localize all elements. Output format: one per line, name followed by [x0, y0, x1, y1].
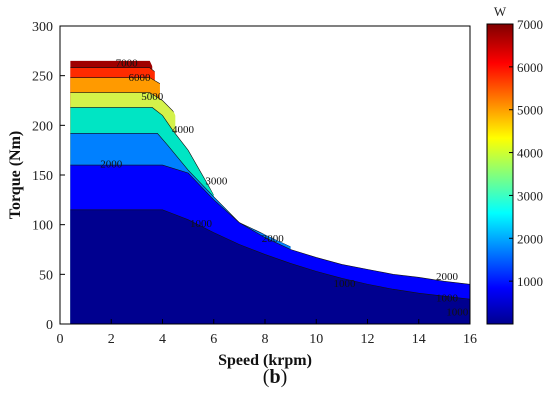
- plot-area: [70, 60, 470, 325]
- contour-label-6: 1000: [190, 218, 213, 230]
- colorbar-gradient: [486, 23, 514, 325]
- y-tick-label: 200: [32, 119, 53, 134]
- contour-label-3: 4000: [172, 124, 195, 136]
- y-tick-label: 150: [32, 169, 53, 184]
- contour-label-1: 6000: [128, 72, 151, 84]
- contour-line-4000: [70, 107, 215, 196]
- colorbar-tick-label: 1000: [517, 274, 543, 289]
- contour-label-5: 2000: [100, 159, 123, 171]
- panel-letter: b: [269, 366, 281, 388]
- x-tick-label: 12: [361, 332, 375, 347]
- y-tick-label: 100: [32, 219, 53, 234]
- y-tick-label: 0: [46, 318, 53, 333]
- contour-label-10: 1000: [436, 293, 459, 305]
- contour-line-7000: [70, 67, 155, 72]
- x-tick-label: 6: [210, 332, 217, 347]
- contour-label-2: 5000: [141, 91, 164, 103]
- contour-line-6000: [70, 77, 161, 84]
- y-tick-label: 250: [32, 70, 53, 85]
- colorbar-tick-label: 2000: [517, 231, 543, 246]
- contour-line-1000: [70, 209, 470, 300]
- y-tick-label: 300: [32, 20, 53, 35]
- contour-line-2000: [70, 164, 470, 285]
- x-axis: 0 2 4 6 8 10 12 14 16: [57, 319, 477, 347]
- x-axis-label: Speed (krpm): [218, 352, 312, 369]
- contour-label-9: 2000: [436, 271, 459, 283]
- panel-label: (b): [262, 366, 288, 388]
- contour-label-0: 7000: [116, 57, 139, 69]
- y-axis: 0 50 100 150 200 250 300: [32, 20, 65, 333]
- contour-label-7: 2000: [262, 233, 285, 245]
- colorbar-unit: W: [494, 4, 507, 19]
- x-tick-label: 8: [262, 332, 269, 347]
- colorbar-tick-label: 7000: [517, 17, 543, 32]
- colorbar-tick-label: 5000: [517, 103, 543, 118]
- colorbar-tick-label: 4000: [517, 146, 543, 161]
- x-tick-label: 2: [108, 332, 115, 347]
- contour-label-8: 1000: [333, 278, 356, 290]
- x-tick-label: 0: [57, 332, 64, 347]
- x-tick-label: 16: [463, 332, 477, 347]
- contour-labels: 7000 6000 5000 4000 3000 2000 1000 2000 1000 2000…: [100, 57, 468, 318]
- x-tick-label: 14: [412, 332, 426, 347]
- contour-label-4: 3000: [205, 175, 228, 187]
- contour-line-3000: [70, 132, 291, 247]
- contour-label-11: 1000: [446, 307, 469, 319]
- x-tick-label: 10: [309, 332, 323, 347]
- contour-band-0-1000: [70, 209, 470, 324]
- colorbar-tick-label: 3000: [517, 188, 543, 203]
- y-axis-label: Torque (Nm): [7, 131, 24, 219]
- contour-line-5000: [70, 92, 176, 114]
- x-tick-label: 4: [159, 332, 166, 347]
- y-tick-label: 50: [39, 268, 53, 283]
- colorbar: 1000 2000 3000 4000 5000 6000 7000 W: [486, 4, 543, 325]
- colorbar-tick-label: 6000: [517, 60, 543, 75]
